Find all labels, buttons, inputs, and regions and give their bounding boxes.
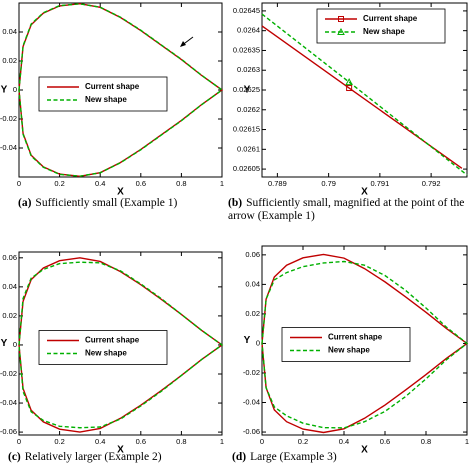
x-tick-label: 0.789 [268, 179, 287, 188]
y-tick-label: 0.0261 [237, 144, 260, 153]
marker [346, 85, 353, 92]
legend-label: Current shape [85, 82, 140, 91]
caption-label: (c) [8, 451, 21, 463]
x-tick-label: 0.4 [95, 179, 105, 188]
panel: 0.789 0.79 0.791 0.792 0.02605 0.0261 0.02615 0… [233, 2, 468, 198]
x-tick-label: 0 [17, 179, 21, 188]
x-tick-label: 0.2 [54, 437, 64, 446]
x-tick-label: 0.6 [380, 437, 390, 446]
x-axis-label: X [117, 445, 124, 456]
x-tick-label: 0.6 [136, 179, 146, 188]
y-tick-label: 0.0264 [237, 26, 260, 35]
x-tick-label: 1 [220, 179, 224, 188]
y-tick-label: 0.04 [2, 282, 17, 291]
y-tick-label: 0.02645 [233, 6, 260, 15]
x-tick-label: 0.8 [176, 437, 186, 446]
x-tick-label: 0.6 [136, 437, 146, 446]
caption: (a) Sufficiently small (Example 1) [18, 197, 243, 210]
caption-text: Relatively larger (Example 2) [24, 451, 162, 463]
legend-label: Current shape [363, 14, 418, 23]
y-axis-label: Y [244, 85, 251, 96]
y-tick-label: 0.02 [2, 56, 17, 65]
x-tick-label: 0.4 [339, 437, 349, 446]
x-tick-label: 0 [17, 437, 21, 446]
y-tick-label: 0 [256, 338, 260, 347]
x-tick-label: 1 [465, 437, 469, 446]
y-tick-label: 0 [13, 340, 17, 349]
y-tick-label: 0.02 [245, 309, 260, 318]
y-tick-label: 0.0263 [237, 65, 260, 74]
series-line [261, 260, 469, 429]
y-tick-label: 0.02635 [233, 45, 260, 54]
x-tick-label: 0.2 [54, 179, 64, 188]
y-axis-label: Y [244, 335, 251, 346]
y-tick-label: -0.02 [0, 369, 17, 378]
y-tick-label: 0.02625 [233, 85, 260, 94]
y-tick-label: -0.02 [243, 368, 260, 377]
legend-box [281, 327, 411, 362]
legend-box [38, 330, 168, 365]
x-tick-label: 0.792 [422, 179, 441, 188]
series-line [18, 3, 224, 177]
panel: 0 0.2 0.4 0.6 0.8 1 -0.06 -0.04 -0.02 0 0.02 0.04 0.… [0, 251, 224, 456]
legend-label: New shape [328, 346, 370, 355]
x-axis-label: X [361, 445, 368, 456]
series-line [18, 261, 224, 429]
y-tick-label: 0.02615 [233, 125, 260, 134]
caption-label: (d) [232, 451, 247, 463]
panel: 0 0.2 0.4 0.6 0.8 1 -0.06 -0.04 -0.02 0 0.02 0.04 0.… [243, 245, 469, 456]
y-tick-label: 0.02 [2, 311, 17, 320]
y-tick-label: -0.02 [0, 114, 17, 123]
caption: (b) Sufficiently small, magnified at the … [228, 197, 474, 223]
y-tick-label: -0.06 [0, 427, 17, 436]
x-axis-label: X [117, 187, 124, 198]
caption-text: Sufficiently small, magnified at the poi… [228, 197, 465, 222]
annotation-arrow-head [180, 41, 186, 47]
x-tick-label: 0.8 [421, 437, 431, 446]
x-tick-label: 1 [220, 437, 224, 446]
x-tick-label: 0.8 [176, 179, 186, 188]
caption-text: Sufficiently small (Example 1) [35, 197, 178, 209]
y-tick-label: 0.06 [245, 250, 260, 259]
series-line [261, 13, 468, 176]
y-tick-label: -0.04 [0, 143, 17, 152]
legend-label: New shape [85, 95, 127, 104]
y-tick-label: 0.04 [2, 27, 17, 36]
legend-box [38, 76, 168, 112]
x-tick-label: 0.2 [298, 437, 308, 446]
series-line [261, 25, 463, 169]
y-axis-label: Y [1, 85, 8, 96]
legend-box [316, 8, 446, 44]
marker [338, 16, 344, 22]
y-axis-label: Y [1, 338, 8, 349]
y-tick-label: 0.04 [245, 279, 260, 288]
legend-label: New shape [85, 349, 127, 358]
caption-text: Large (Example 3) [250, 451, 337, 463]
marker [345, 78, 353, 86]
y-tick-label: -0.04 [0, 398, 17, 407]
x-tick-label: 0.791 [370, 179, 389, 188]
legend-label: New shape [363, 27, 405, 36]
y-tick-label: 0.06 [2, 253, 17, 262]
legend-label: Current shape [328, 333, 383, 342]
y-tick-label: -0.04 [243, 398, 260, 407]
x-tick-label: 0 [260, 437, 264, 446]
panel: 0 0.2 0.4 0.6 0.8 1 -0.04 -0.02 0 0.02 0.04 X Y Curre… [0, 2, 224, 198]
x-tick-label: 0.4 [95, 437, 105, 446]
y-tick-label: 0 [13, 85, 17, 94]
x-tick-label: 0.79 [321, 179, 336, 188]
marker [337, 27, 345, 35]
caption-label: (b) [228, 197, 243, 209]
caption: (c) Relatively larger (Example 2) [8, 451, 238, 464]
y-tick-label: 0.0262 [237, 105, 260, 114]
x-axis-label: X [361, 187, 368, 198]
y-tick-label: -0.06 [243, 427, 260, 436]
legend-label: Current shape [85, 336, 140, 345]
caption: (d) Large (Example 3) [232, 451, 472, 464]
y-tick-label: 0.02605 [233, 164, 260, 173]
caption-label: (a) [18, 197, 32, 209]
